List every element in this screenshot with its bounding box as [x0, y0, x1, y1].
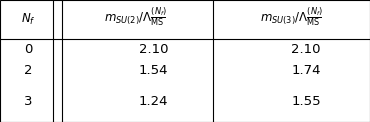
Text: 1.55: 1.55 [291, 95, 321, 108]
Text: 2.10: 2.10 [139, 43, 168, 56]
Text: 1.54: 1.54 [139, 64, 168, 77]
Text: 3: 3 [24, 95, 33, 108]
Text: 2: 2 [24, 64, 33, 77]
Text: 2.10: 2.10 [292, 43, 321, 56]
Text: $N_{f}$: $N_{f}$ [21, 12, 36, 27]
Text: 1.74: 1.74 [292, 64, 321, 77]
Text: $m_{SU(2)}/\Lambda_{\overline{\mathrm{MS}}}^{(N_f)}$: $m_{SU(2)}/\Lambda_{\overline{\mathrm{MS… [104, 5, 166, 29]
Text: 0: 0 [24, 43, 33, 56]
Text: 1.24: 1.24 [139, 95, 168, 108]
Text: $m_{SU(3)}/\Lambda_{\overline{\mathrm{MS}}}^{(N_f)}$: $m_{SU(3)}/\Lambda_{\overline{\mathrm{MS… [260, 5, 323, 29]
